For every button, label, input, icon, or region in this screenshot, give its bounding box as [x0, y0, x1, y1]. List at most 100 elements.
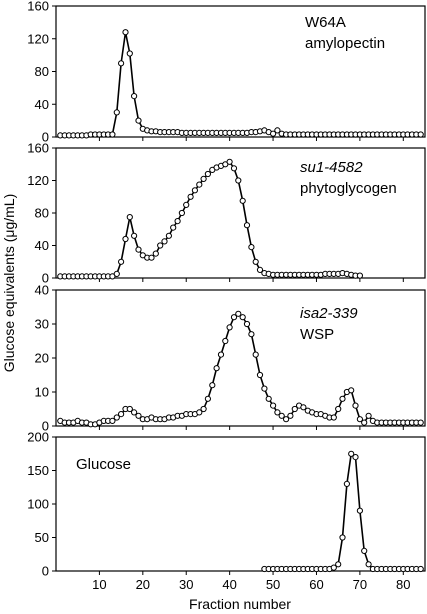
y-tick-label: 10 — [35, 385, 49, 400]
data-point — [356, 416, 363, 423]
data-point — [239, 314, 246, 321]
data-point — [348, 387, 355, 394]
data-point — [243, 222, 251, 229]
series-line — [264, 452, 421, 570]
data-point — [256, 371, 264, 379]
y-tick-label: 160 — [27, 141, 49, 156]
data-point — [204, 395, 211, 402]
data-point — [109, 131, 116, 138]
y-tick-label: 30 — [35, 317, 49, 332]
data-point — [131, 232, 138, 239]
panel-label-line: phytoglycogen — [300, 180, 397, 197]
data-point — [283, 416, 290, 423]
panels-group: 04080120160W64Aamylopectin04080120160su1… — [27, 0, 426, 592]
y-axis-title: Glucose equivalents (μg/mL) — [1, 194, 17, 372]
panel-label-line: W64A — [305, 14, 346, 31]
y-tick-label: 40 — [35, 238, 49, 253]
data-point — [252, 351, 259, 358]
data-point — [226, 158, 233, 165]
data-point — [226, 324, 233, 331]
data-point — [135, 117, 142, 124]
y-tick-label: 160 — [27, 0, 49, 14]
data-point — [417, 565, 424, 573]
data-point — [352, 402, 359, 409]
data-point — [243, 320, 251, 328]
data-point — [343, 480, 350, 487]
data-point — [204, 170, 211, 178]
y-tick-label: 0 — [42, 564, 49, 579]
data-point — [339, 395, 346, 402]
data-point — [230, 165, 238, 172]
data-point — [300, 404, 307, 411]
data-point — [335, 405, 342, 413]
data-point — [196, 181, 203, 188]
data-point — [126, 50, 133, 57]
data-point — [356, 272, 363, 279]
data-point — [417, 131, 424, 138]
panel-2: 0 40 80 120 160 su1-4582 phytoglycogen — [27, 141, 426, 286]
x-tick-label: 70 — [353, 577, 367, 592]
data-point — [200, 175, 207, 182]
data-point — [261, 385, 268, 392]
data-point — [274, 127, 281, 134]
data-point — [135, 246, 142, 253]
data-point — [365, 561, 372, 568]
panel-label-line: Glucose — [76, 456, 131, 473]
data-point — [348, 450, 355, 457]
y-tick-label: 80 — [35, 206, 49, 221]
data-point — [170, 224, 177, 231]
x-axis-title: Fraction number — [189, 596, 291, 612]
data-point — [161, 238, 168, 245]
data-point — [361, 419, 368, 426]
panel-label-line: WSP — [300, 326, 334, 343]
data-point — [135, 412, 142, 419]
data-point — [131, 409, 138, 416]
y-tick-label: 200 — [27, 430, 49, 445]
data-point — [118, 258, 125, 265]
y-tick-label: 120 — [27, 31, 49, 46]
x-tick-label: 60 — [309, 577, 323, 592]
y-tick-label: 40 — [35, 97, 49, 112]
data-point — [265, 395, 272, 402]
x-tick-label: 30 — [179, 577, 193, 592]
data-point — [122, 235, 129, 243]
panel-label-line: su1-4582 — [300, 159, 363, 176]
data-point — [183, 201, 190, 208]
data-point — [239, 197, 246, 204]
data-point — [113, 270, 120, 277]
data-point — [113, 109, 120, 116]
data-point — [417, 419, 424, 426]
data-point — [213, 365, 220, 372]
x-tick-label: 20 — [136, 577, 150, 592]
data-point — [174, 218, 181, 225]
y-tick-label: 100 — [27, 497, 49, 512]
panel-4: 0 50 100 150 200 10 20 30 40 50 60 70 80 Glucose — [27, 430, 426, 592]
plot-frame — [55, 147, 426, 279]
data-point — [126, 214, 133, 221]
data-point — [365, 412, 372, 419]
y-tick-label: 40 — [35, 283, 49, 298]
data-point — [187, 193, 194, 200]
data-point — [118, 60, 125, 67]
data-point — [335, 561, 342, 568]
data-point — [256, 266, 264, 273]
data-point — [278, 412, 285, 419]
x-tick-label: 80 — [396, 577, 410, 592]
panel-label-line: amylopectin — [305, 35, 385, 52]
data-point — [235, 177, 242, 184]
y-tick-label: 0 — [42, 419, 49, 434]
data-point — [196, 409, 203, 416]
data-point — [148, 254, 155, 261]
data-point — [131, 93, 138, 100]
data-point — [113, 414, 120, 421]
data-point — [200, 405, 207, 413]
data-point — [356, 507, 363, 514]
panel-3: 0 10 20 30 40 isa2-339 WSP — [35, 283, 426, 434]
x-tick-label: 50 — [266, 577, 280, 592]
y-tick-label: 20 — [35, 351, 49, 366]
data-point — [165, 232, 172, 239]
y-tick-label: 0 — [42, 271, 49, 286]
data-point — [152, 250, 159, 257]
data-point — [217, 351, 225, 358]
y-tick-label: 120 — [27, 173, 49, 188]
